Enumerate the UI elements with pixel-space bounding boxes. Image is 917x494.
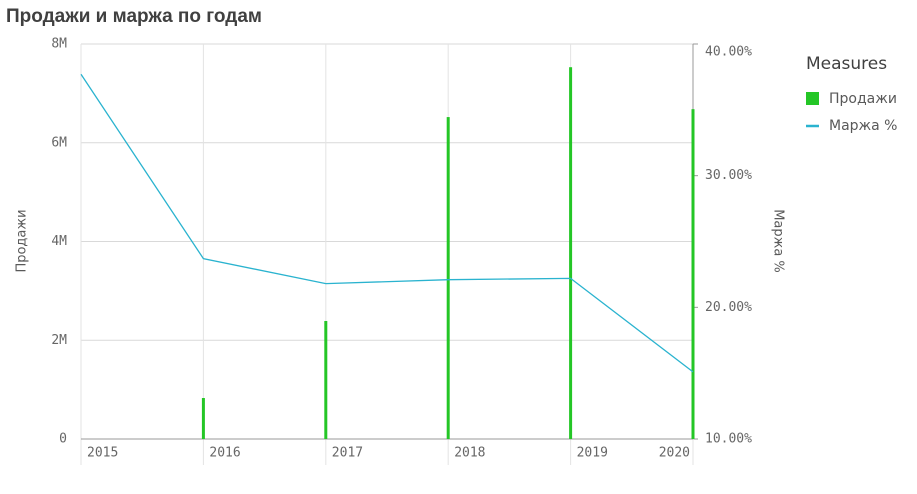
legend-label: Маржа % — [829, 118, 898, 134]
y2-tick-label: 10.00% — [705, 432, 752, 447]
bar — [569, 67, 573, 440]
y-tick-label: 2M — [51, 333, 67, 348]
x-tick-label: 2016 — [209, 446, 240, 461]
y-tick-label: 4M — [51, 234, 67, 249]
x-tick-label: 2020 — [659, 446, 690, 461]
y-tick-label: 8M — [51, 37, 67, 52]
x-tick-label: 2019 — [577, 446, 608, 461]
y-axis-label: Продажи — [15, 209, 30, 272]
bar — [691, 109, 695, 440]
bar — [201, 398, 205, 439]
y-tick-label: 6M — [51, 135, 67, 150]
legend-label: Продажи — [829, 91, 897, 107]
legend-swatch — [806, 92, 819, 105]
y2-tick-label: 20.00% — [705, 300, 752, 315]
x-tick-label: 2018 — [454, 446, 485, 461]
y2-tick-label: 40.00% — [705, 45, 752, 60]
bar — [446, 117, 450, 439]
x-tick-label: 2015 — [87, 446, 118, 461]
y2-tick-label: 30.00% — [705, 168, 752, 183]
legend-title: Measures — [806, 54, 887, 74]
chart-title: Продажи и маржа по годам — [6, 6, 262, 27]
line — [80, 73, 694, 373]
bar — [324, 320, 328, 439]
y2-axis-label: Маржа % — [771, 209, 786, 273]
x-tick-label: 2017 — [332, 446, 363, 461]
y-tick-label: 0 — [59, 432, 67, 447]
